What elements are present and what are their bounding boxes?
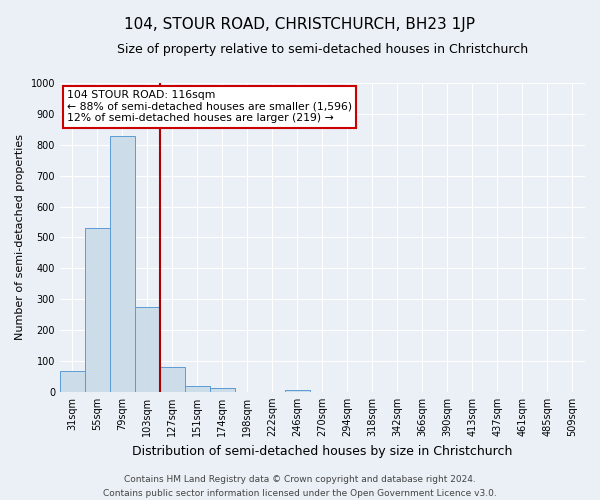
Bar — [210, 388, 235, 392]
Bar — [85, 228, 110, 392]
Bar — [185, 386, 210, 392]
Text: 104, STOUR ROAD, CHRISTCHURCH, BH23 1JP: 104, STOUR ROAD, CHRISTCHURCH, BH23 1JP — [125, 18, 476, 32]
Title: Size of property relative to semi-detached houses in Christchurch: Size of property relative to semi-detach… — [117, 42, 528, 56]
Text: Contains HM Land Registry data © Crown copyright and database right 2024.
Contai: Contains HM Land Registry data © Crown c… — [103, 476, 497, 498]
Bar — [60, 371, 85, 392]
Y-axis label: Number of semi-detached properties: Number of semi-detached properties — [15, 134, 25, 340]
X-axis label: Distribution of semi-detached houses by size in Christchurch: Distribution of semi-detached houses by … — [132, 444, 512, 458]
Text: 104 STOUR ROAD: 116sqm
← 88% of semi-detached houses are smaller (1,596)
12% of : 104 STOUR ROAD: 116sqm ← 88% of semi-det… — [67, 90, 352, 123]
Bar — [285, 390, 310, 392]
Bar — [135, 307, 160, 392]
Bar — [160, 367, 185, 392]
Bar — [110, 136, 135, 392]
